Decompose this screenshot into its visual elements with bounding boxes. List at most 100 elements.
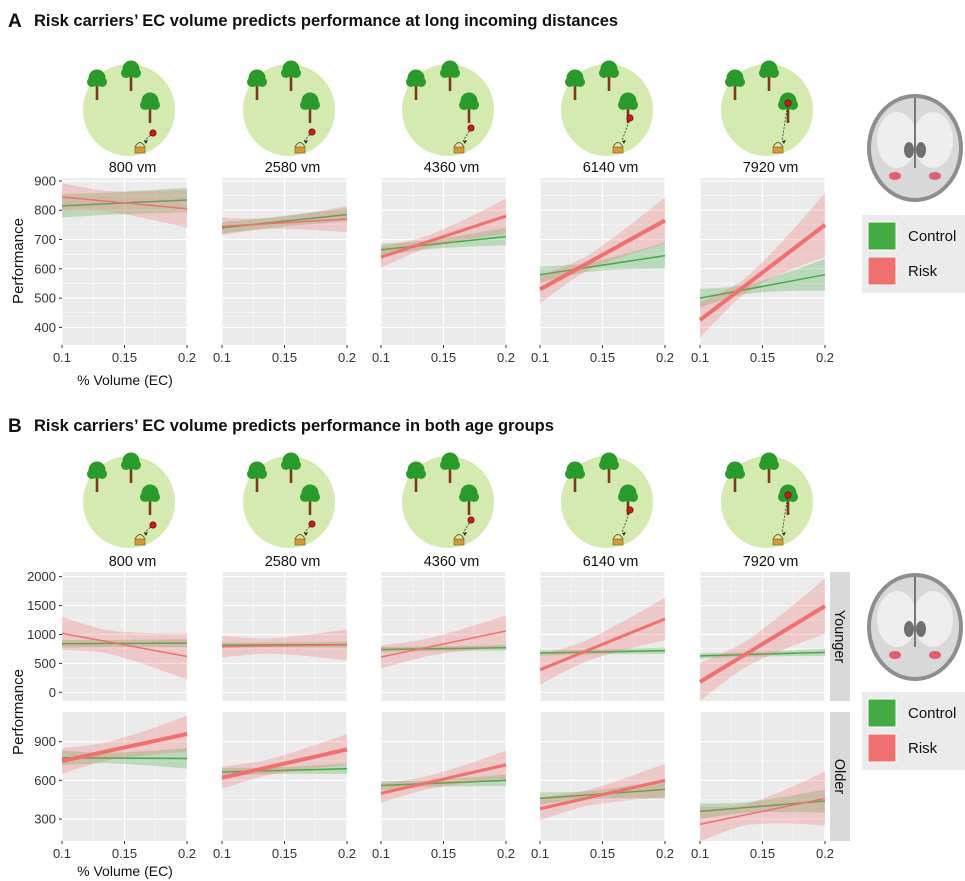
legend-b-control-key xyxy=(867,698,897,728)
tree-canopy xyxy=(131,460,141,470)
tree-trunk xyxy=(767,463,771,483)
arrow-head xyxy=(782,140,786,144)
basket-handle xyxy=(453,142,465,148)
basket-icon xyxy=(453,142,465,154)
row-strip xyxy=(830,712,850,841)
tree-canopy xyxy=(469,100,479,110)
ec-region-right xyxy=(929,172,941,180)
x-tick-label: 0.2 xyxy=(497,846,515,861)
tree-canopy xyxy=(281,68,291,78)
x-tick-label: 0.1 xyxy=(531,350,549,365)
tree-trunk xyxy=(607,463,611,483)
brain-ventricle xyxy=(916,621,926,637)
tree-canopy xyxy=(121,460,131,470)
path-line xyxy=(781,102,789,142)
ci-band-risk xyxy=(381,198,506,268)
arena-1 xyxy=(243,452,335,548)
basket-icon xyxy=(772,142,784,154)
tree-trunk xyxy=(129,463,133,483)
arena-4 xyxy=(721,60,813,156)
series-line-control xyxy=(539,649,666,654)
ci-band-control xyxy=(381,227,506,257)
path-line xyxy=(781,494,789,534)
tree-canopy xyxy=(735,469,745,479)
y-tick-label: 400 xyxy=(34,320,56,335)
arena-2 xyxy=(402,60,494,156)
x-tick-label: 0.2 xyxy=(338,846,356,861)
tree-canopy xyxy=(735,77,745,87)
tree-canopy xyxy=(416,469,426,479)
x-tick-label: 0.15 xyxy=(750,350,775,365)
basket-handle xyxy=(294,534,306,540)
tree-canopy xyxy=(310,492,320,502)
tree-icon xyxy=(281,60,301,91)
basket-handle xyxy=(772,142,784,148)
basket-body xyxy=(772,538,784,546)
brain-white-matter xyxy=(877,112,917,168)
tree-canopy xyxy=(291,460,301,470)
basket-icon xyxy=(134,534,146,546)
series-line-risk xyxy=(539,778,666,811)
series-line-risk xyxy=(221,747,348,780)
tree-canopy xyxy=(769,460,779,470)
tree-canopy xyxy=(618,100,628,110)
tree-trunk xyxy=(733,80,737,100)
apple-icon xyxy=(626,114,634,122)
tree-canopy xyxy=(599,460,609,470)
tree-canopy xyxy=(575,77,585,87)
series-line-risk xyxy=(699,797,826,825)
y-tick-label: 300 xyxy=(34,812,56,827)
tree-trunk xyxy=(148,103,152,123)
apple-icon xyxy=(784,491,792,499)
tree-trunk xyxy=(467,495,471,515)
arrow-head xyxy=(304,532,308,536)
tree-canopy xyxy=(281,460,291,470)
y-tick-label: 1000 xyxy=(27,627,56,642)
brain-white-matter xyxy=(913,591,953,647)
tree-trunk xyxy=(448,463,452,483)
x-tick-label: 0.1 xyxy=(372,846,390,861)
tree-canopy xyxy=(450,460,460,470)
tree-canopy xyxy=(469,492,479,502)
tree-icon xyxy=(725,461,745,492)
x-tick-label: 0.1 xyxy=(53,350,71,365)
tree-canopy xyxy=(406,469,416,479)
brain-ventricle xyxy=(904,142,914,158)
tree-canopy xyxy=(565,77,575,87)
x-tick-label: 0.1 xyxy=(213,350,231,365)
tree-canopy xyxy=(450,68,460,78)
ci-band-risk xyxy=(700,578,825,701)
tree-canopy xyxy=(87,469,97,479)
ci-band-control xyxy=(700,789,825,820)
tree-icon xyxy=(247,461,267,492)
arrow-head xyxy=(622,532,626,536)
ci-band-risk xyxy=(381,615,506,669)
tree-canopy xyxy=(257,469,267,479)
tree-trunk xyxy=(95,472,99,492)
legend-a-risk-label: Risk xyxy=(908,263,938,280)
series-line-risk xyxy=(61,632,188,658)
tree-trunk xyxy=(148,495,152,515)
tree-icon xyxy=(618,92,638,123)
basket-handle xyxy=(134,142,146,148)
facet-title: 4360 vm xyxy=(424,554,480,570)
tree-trunk xyxy=(95,80,99,100)
x-tick-label: 0.15 xyxy=(272,350,297,365)
tree-trunk xyxy=(414,472,418,492)
tree-canopy xyxy=(310,100,320,110)
tree-icon xyxy=(140,484,160,515)
tree-icon xyxy=(440,60,460,91)
ci-band-risk xyxy=(62,715,187,774)
arrow-head xyxy=(144,532,148,536)
x-tick-label: 0.15 xyxy=(112,846,137,861)
ec-region-left xyxy=(889,172,901,180)
arena-0 xyxy=(83,60,175,156)
tree-icon xyxy=(618,484,638,515)
brain-ventricle xyxy=(916,142,926,158)
y-tick-label: 900 xyxy=(34,734,56,749)
path-line xyxy=(462,519,472,534)
tree-canopy xyxy=(575,469,585,479)
tree-trunk xyxy=(255,80,259,100)
ci-band-risk xyxy=(700,771,825,842)
tree-canopy xyxy=(247,469,257,479)
